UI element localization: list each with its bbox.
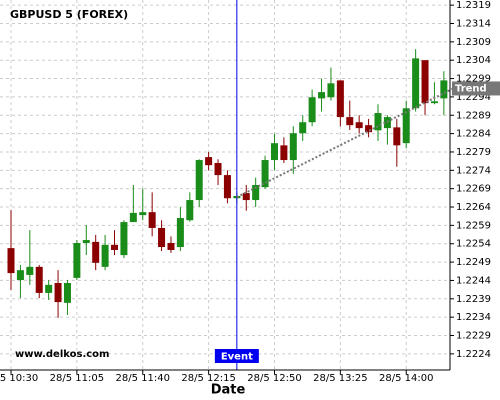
y-tick-label: 1.2234: [456, 312, 491, 323]
candle-body: [167, 242, 175, 250]
candle-body: [195, 160, 203, 201]
candle-body: [430, 101, 438, 104]
candle-body: [346, 117, 354, 126]
x-axis-label: Date: [211, 383, 246, 398]
event-label-box: [214, 349, 259, 363]
candle-body: [318, 92, 326, 99]
candle-body: [54, 283, 62, 303]
candle-body: [374, 113, 382, 131]
trend-label-box: [452, 81, 500, 96]
y-tick-label: 1.2289: [456, 110, 491, 121]
x-tick-label: 28/5 12:50: [247, 373, 301, 384]
candle-body: [355, 122, 363, 129]
x-tick-label: 28/5 10:30: [0, 373, 38, 384]
y-tick-label: 1.2309: [456, 37, 491, 48]
watermark: www.delkos.com: [15, 349, 109, 360]
y-tick-label: 1.2249: [456, 257, 491, 268]
y-tick-label: 1.2294: [456, 92, 491, 103]
y-tick-label: 1.2304: [456, 55, 491, 66]
candle-body: [63, 283, 71, 303]
chart-title: GBPUSD 5 (FOREX): [10, 8, 128, 21]
y-tick-label: 1.2264: [456, 202, 491, 213]
candle-body: [440, 80, 448, 99]
y-tick-label: 1.2279: [456, 147, 491, 158]
candle-body: [402, 108, 410, 144]
candle-body: [252, 185, 260, 201]
candle-body: [139, 212, 147, 216]
candle-body: [299, 122, 307, 134]
candle-body: [26, 266, 34, 275]
y-tick-label: 1.2254: [456, 239, 491, 250]
candle-body: [186, 200, 194, 221]
y-tick-label: 1.2229: [456, 330, 491, 341]
y-tick-label: 1.2319: [456, 0, 491, 11]
candle-body: [7, 248, 15, 274]
x-tick-label: 28/5 12:15: [181, 373, 235, 384]
y-tick-label: 1.2244: [456, 275, 491, 286]
x-tick-label: 28/5 11:40: [116, 373, 170, 384]
candle-body: [365, 125, 373, 133]
candle-body: [383, 117, 391, 129]
candle-body: [129, 212, 137, 223]
candle-body: [92, 241, 100, 263]
candle-body: [16, 270, 24, 281]
y-tick-label: 1.2274: [456, 165, 491, 176]
y-tick-label: 1.2239: [456, 294, 491, 305]
candle-body: [111, 244, 119, 250]
y-tick-label: 1.2299: [456, 74, 491, 85]
candle-body: [393, 127, 401, 146]
candle-body: [412, 58, 420, 109]
candle-body: [82, 240, 90, 243]
candle-body: [73, 242, 81, 278]
candle-body: [101, 244, 109, 267]
candle-body: [421, 60, 429, 104]
candle-body: [261, 160, 269, 188]
candle-body: [45, 284, 53, 293]
candle-body: [336, 80, 344, 118]
candle-body: [289, 133, 297, 161]
candle-body: [280, 145, 288, 161]
y-tick-label: 1.2314: [456, 18, 491, 29]
y-tick-label: 1.2224: [456, 349, 491, 360]
x-tick-label: 28/5 14:00: [379, 373, 433, 384]
candle-body: [176, 218, 184, 248]
candle-body: [158, 227, 166, 248]
y-tick-label: 1.2259: [456, 220, 491, 231]
candle-body: [214, 162, 222, 176]
x-tick-label: 28/5 13:25: [313, 373, 367, 384]
candle-body: [327, 83, 335, 98]
x-tick-label: 28/5 11:05: [50, 373, 104, 384]
candle-body: [148, 212, 156, 228]
candle-body: [270, 143, 278, 161]
trend-line: [236, 87, 454, 199]
y-tick-label: 1.2269: [456, 184, 491, 195]
candle-body: [205, 157, 213, 166]
plot: [7, 0, 454, 370]
candle-body: [242, 193, 250, 201]
candle-body: [223, 175, 231, 199]
y-tick-label: 1.2284: [456, 129, 491, 140]
candle-body: [35, 266, 43, 293]
candle-body: [120, 222, 128, 256]
trend-label: Trend: [455, 83, 487, 94]
candle-body: [308, 97, 316, 123]
event-label: Event: [221, 352, 253, 363]
